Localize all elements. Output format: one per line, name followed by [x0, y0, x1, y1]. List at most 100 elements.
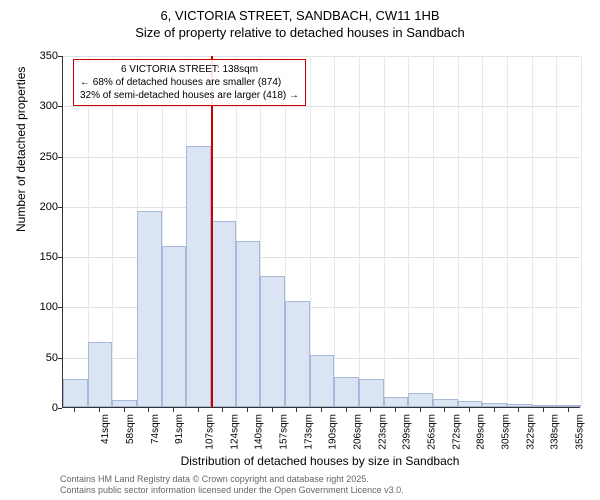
footer-line1: Contains HM Land Registry data © Crown c…: [60, 474, 404, 485]
x-tick-label: 58sqm: [125, 414, 136, 444]
x-tick: [395, 408, 396, 412]
x-tick-label: 223sqm: [377, 414, 388, 450]
gridline-v: [507, 56, 508, 407]
y-tick: [58, 157, 62, 158]
histogram-bar: [63, 379, 88, 407]
y-tick: [58, 358, 62, 359]
gridline-v: [334, 56, 335, 407]
y-tick-label: 100: [28, 301, 58, 313]
histogram-bar: [507, 404, 532, 407]
histogram-bar: [458, 401, 483, 407]
gridline-v: [482, 56, 483, 407]
y-axis-label: Number of detached properties: [14, 67, 28, 232]
histogram-bar: [285, 301, 310, 407]
x-tick: [272, 408, 273, 412]
x-tick-label: 338sqm: [550, 414, 561, 450]
histogram-bar: [408, 393, 433, 407]
y-tick-label: 50: [28, 352, 58, 364]
x-tick-label: 173sqm: [303, 414, 314, 450]
x-tick-label: 74sqm: [150, 414, 161, 444]
annotation-line2: ← 68% of detached houses are smaller (87…: [80, 76, 299, 89]
x-tick-label: 256sqm: [427, 414, 438, 450]
gridline-h: [63, 157, 580, 158]
y-tick-label: 0: [28, 402, 58, 414]
x-tick: [296, 408, 297, 412]
histogram-bar: [310, 355, 335, 407]
y-tick-label: 350: [28, 50, 58, 62]
y-tick-label: 300: [28, 100, 58, 112]
histogram-bar: [260, 276, 285, 407]
x-tick: [494, 408, 495, 412]
gridline-v: [408, 56, 409, 407]
x-tick: [444, 408, 445, 412]
gridline-h: [63, 207, 580, 208]
histogram-bar: [112, 400, 137, 407]
x-tick: [321, 408, 322, 412]
y-tick: [58, 56, 62, 57]
reference-line: [211, 56, 213, 407]
x-tick: [74, 408, 75, 412]
histogram-bar: [88, 342, 113, 407]
y-tick: [58, 257, 62, 258]
x-tick-label: 355sqm: [575, 414, 586, 450]
y-tick-label: 150: [28, 251, 58, 263]
x-tick-label: 157sqm: [279, 414, 290, 450]
histogram-bar: [482, 403, 507, 407]
annotation-box: 6 VICTORIA STREET: 138sqm← 68% of detach…: [73, 59, 306, 106]
histogram-bar: [384, 397, 409, 407]
x-tick: [124, 408, 125, 412]
x-tick: [173, 408, 174, 412]
x-tick: [518, 408, 519, 412]
x-tick-label: 140sqm: [254, 414, 265, 450]
gridline-v: [112, 56, 113, 407]
gridline-h: [63, 106, 580, 107]
chart-title-line2: Size of property relative to detached ho…: [0, 23, 600, 40]
x-tick: [469, 408, 470, 412]
x-tick: [346, 408, 347, 412]
x-tick-label: 239sqm: [402, 414, 413, 450]
x-tick: [222, 408, 223, 412]
x-tick: [198, 408, 199, 412]
gridline-v: [581, 56, 582, 407]
histogram-bar: [532, 405, 557, 407]
gridline-v: [458, 56, 459, 407]
y-tick: [58, 307, 62, 308]
x-tick: [543, 408, 544, 412]
histogram-bar: [359, 379, 384, 407]
gridline-v: [532, 56, 533, 407]
x-tick-label: 91sqm: [174, 414, 185, 444]
histogram-bar: [186, 146, 211, 407]
histogram-bar: [162, 246, 187, 407]
x-tick-label: 107sqm: [205, 414, 216, 450]
x-axis-label: Distribution of detached houses by size …: [0, 454, 600, 468]
histogram-bar: [137, 211, 162, 407]
x-tick-label: 206sqm: [353, 414, 364, 450]
y-tick: [58, 106, 62, 107]
gridline-v: [384, 56, 385, 407]
gridline-v: [556, 56, 557, 407]
gridline-h: [63, 56, 580, 57]
plot-area: 6 VICTORIA STREET: 138sqm← 68% of detach…: [62, 56, 580, 408]
y-tick-label: 200: [28, 201, 58, 213]
footer-line2: Contains public sector information licen…: [60, 485, 404, 496]
gridline-v: [359, 56, 360, 407]
histogram-bar: [211, 221, 236, 407]
chart-footer: Contains HM Land Registry data © Crown c…: [60, 474, 404, 496]
y-tick: [58, 207, 62, 208]
y-tick-label: 250: [28, 151, 58, 163]
x-tick-label: 272sqm: [451, 414, 462, 450]
gridline-v: [433, 56, 434, 407]
x-tick-label: 190sqm: [328, 414, 339, 450]
histogram-bar: [433, 399, 458, 407]
x-tick: [148, 408, 149, 412]
chart-title-line1: 6, VICTORIA STREET, SANDBACH, CW11 1HB: [0, 0, 600, 23]
annotation-line1: 6 VICTORIA STREET: 138sqm: [80, 63, 299, 76]
histogram-bar: [556, 405, 581, 407]
annotation-line3: 32% of semi-detached houses are larger (…: [80, 89, 299, 102]
x-tick-label: 124sqm: [229, 414, 240, 450]
y-tick: [58, 408, 62, 409]
x-tick: [247, 408, 248, 412]
x-tick: [420, 408, 421, 412]
x-tick: [99, 408, 100, 412]
x-tick: [370, 408, 371, 412]
